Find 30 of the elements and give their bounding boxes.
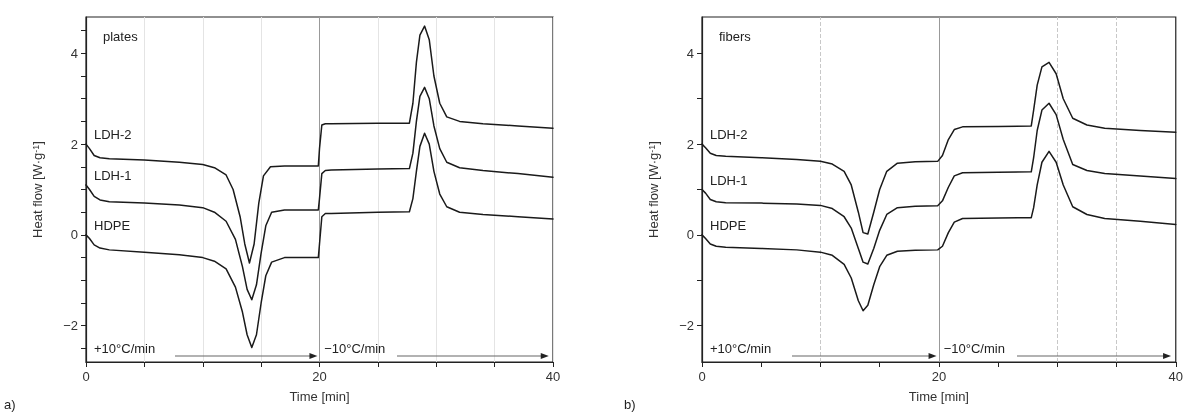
text: a) (4, 397, 16, 412)
y-tick-label: 0 (686, 227, 694, 243)
text: plates (103, 29, 139, 44)
series-label: LDH-1 (710, 172, 748, 188)
x-tick-label: 0 (698, 369, 706, 384)
annotation: −10°C/min (943, 341, 1005, 356)
text: fibers (719, 29, 752, 44)
y-tick-label: 4 (686, 45, 694, 61)
y-tick-label: −2 (679, 318, 694, 334)
x-axis-title: Time [min] (908, 389, 969, 404)
y-tick-label: 2 (70, 136, 78, 152)
x-axis-title: Time [min] (289, 389, 350, 404)
y-tick-label: 4 (70, 45, 78, 61)
series-label: LDH-2 (94, 127, 132, 143)
x-tick-label: 20 (312, 369, 327, 384)
series-label: HDPE (710, 217, 747, 233)
series-label: LDH-1 (94, 167, 132, 183)
series-label: HDPE (94, 217, 131, 233)
y-tick-label: −2 (63, 318, 78, 334)
x-tick-label: 40 (545, 369, 561, 384)
annotation: +10°C/min (94, 341, 156, 356)
text: b) (624, 397, 636, 412)
y-tick-label: 2 (686, 136, 694, 152)
annotation: −10°C/min (324, 341, 386, 356)
x-tick-label: 40 (1168, 369, 1183, 384)
series-label: LDH-2 (710, 127, 748, 143)
annotation: +10°C/min (710, 341, 772, 356)
x-tick-label: 0 (82, 369, 90, 384)
x-tick-label: 20 (931, 369, 947, 384)
y-tick-label: 0 (70, 227, 78, 243)
